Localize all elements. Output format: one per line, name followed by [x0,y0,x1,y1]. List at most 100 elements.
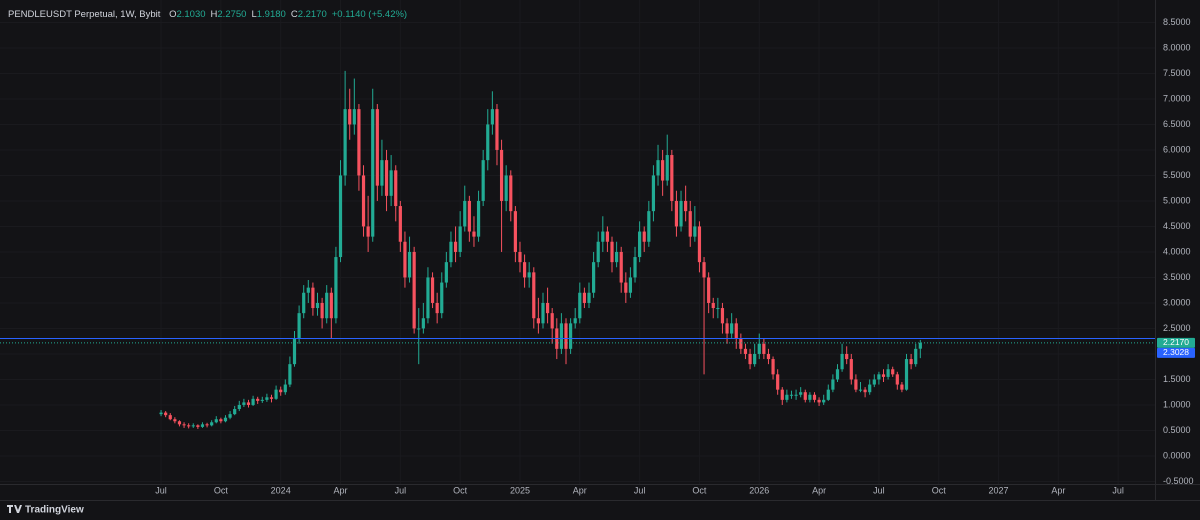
y-tick-label: 7.0000 [1163,93,1191,103]
candle-body [845,353,849,360]
candle-body [357,109,361,176]
candle-body [647,211,651,242]
ohlc-value: 2.2170 [298,9,327,20]
candle-body [398,206,402,242]
candle-body [472,231,476,237]
candle-body [753,353,757,365]
candle-body [900,384,904,390]
candle-body [292,338,297,365]
candle-body [246,402,251,405]
candle-body [799,392,803,395]
ohlc-value: 2.1030 [176,9,205,20]
candle-body [725,323,729,334]
candle-body [661,160,665,181]
candle-body [343,109,347,176]
candle-body [334,257,338,319]
candle-body [182,424,186,426]
change: +0.1140 (+5.42%) [332,9,407,20]
candle-body [196,425,200,427]
y-tick-label: 8.5000 [1163,17,1191,27]
candle-body [808,394,812,400]
x-tick-label: Apr [1051,485,1065,495]
candle-body [380,160,384,186]
candle-body [426,277,430,319]
candle-body [348,109,352,125]
candle-body [559,323,563,349]
y-tick-label: -0.5000 [1163,476,1194,486]
candle-body [279,389,283,393]
candle-body [651,175,656,212]
candle-body [789,394,794,396]
candle-body [499,149,504,201]
candle-body [891,369,895,375]
candle-body [854,379,858,390]
price-label: 2.2170 [1163,337,1189,347]
candle-body [407,251,412,278]
y-tick-label: 4.0000 [1163,246,1191,256]
candle-body [840,353,844,370]
y-tick-label: 1.5000 [1163,374,1191,384]
y-tick-label: 2.5000 [1163,323,1191,333]
candle-body [366,226,370,237]
candle-body [288,364,292,385]
candle-body [513,211,517,252]
symbol: PENDLEUSDT Perpetual, 1W, Bybit [8,9,161,20]
candle-body [214,419,218,423]
candle-body [375,109,379,186]
y-tick-label: 0.5000 [1163,425,1191,435]
candle-body [748,353,752,365]
x-tick-label: Jul [1112,485,1124,495]
logo-text: TradingView [25,505,84,516]
ohlc-prefix: C [291,9,298,20]
candle-body [826,389,830,400]
y-tick-label: 3.0000 [1163,297,1191,307]
candle-body [191,425,195,427]
x-tick-label: Apr [573,485,587,495]
candle-body [688,211,692,237]
candle-body [371,109,375,237]
candle-body [283,384,287,393]
candle-body [776,374,780,390]
candle-body [481,160,485,201]
candle-body [619,251,623,283]
candle-body [417,328,421,330]
header: PENDLEUSDT Perpetual, 1W, Bybit O2.1030 H… [8,9,407,20]
candle-body [573,318,577,324]
candle-body [642,231,646,242]
ohlc-prefix: O [169,9,176,20]
candle-body [868,384,872,393]
y-tick-label: 5.0000 [1163,195,1191,205]
candle-body [306,287,310,293]
candle-body [242,402,246,405]
candle-body [237,404,241,410]
y-tick-label: 3.5000 [1163,272,1191,282]
candle-body [274,389,278,399]
candle-body [394,170,398,207]
candle-body [403,241,407,278]
candle-body [872,379,876,385]
candle-body [881,374,886,377]
candle-body [476,200,481,237]
candle-body [389,170,393,196]
candle-body [863,389,867,393]
candle-body [858,389,863,391]
candle-body [624,282,628,293]
candle-body [743,348,748,354]
candle-body [168,415,172,420]
candle-body [486,124,490,161]
candle-body [297,313,301,339]
y-tick-label: 1.0000 [1163,399,1191,409]
candle-body [771,359,775,375]
x-tick-label: 2024 [271,485,291,495]
candle-body [757,343,761,354]
candle-body [849,359,853,380]
candle-body [762,343,766,354]
candle-body [430,277,435,303]
candle-body [568,323,573,349]
x-tick-label: Oct [932,485,947,495]
ohlc-value: 1.9180 [257,9,286,20]
candle-body [522,262,527,278]
